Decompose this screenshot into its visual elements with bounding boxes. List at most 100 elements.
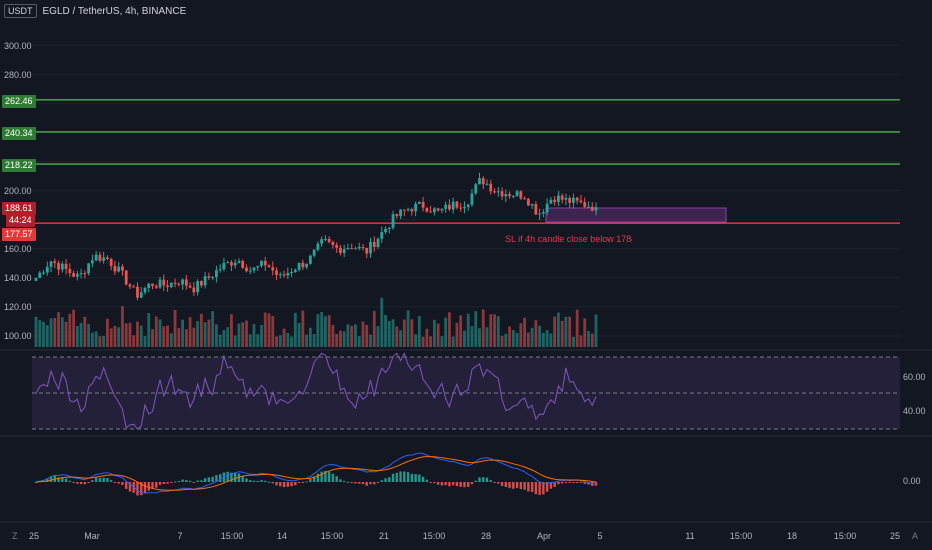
candle-body [151,283,154,287]
currency-badge[interactable]: USDT [4,4,37,18]
candle-body [372,241,376,247]
stop-loss-tag: 177.57 [2,228,36,241]
volume-bar [49,318,53,347]
candle-body [545,203,549,212]
macd-histogram-bar [249,480,252,482]
candle-body [301,262,305,268]
candle-body [357,246,361,249]
time-tick-label: 21 [378,531,390,541]
volume-bar [444,317,448,347]
volume-bar [372,310,376,347]
macd-histogram-bar [508,482,511,489]
candle-body [124,270,128,285]
candle-body [256,265,260,268]
macd-histogram-bar [482,477,485,482]
macd-histogram-bar [376,482,380,483]
volume-bar [534,320,538,347]
volume-bar [117,327,121,347]
candle-body [414,203,417,212]
volume-bar [474,311,478,347]
candle-body [121,266,124,271]
time-tick-label: 25 [889,531,901,541]
volume-bar [553,316,557,347]
macd-histogram-bar [57,477,60,482]
volume-bar [143,336,147,347]
candle-body [139,292,143,298]
candle-body [417,201,421,204]
volume-bar [590,333,594,347]
candle-body [508,194,511,197]
macd-histogram-bar [162,482,165,484]
macd-histogram-bar [147,482,150,491]
volume-bar [177,328,181,347]
candle-body [410,209,414,212]
candle-body [463,206,466,209]
macd-histogram-bar [271,482,274,484]
volume-bar [354,324,357,347]
macd-histogram-bar [34,482,38,483]
candle-body [448,204,451,210]
macd-histogram-bar [369,482,372,485]
volume-bar [248,334,252,347]
macd-histogram-bar [410,473,414,482]
candle-body [440,208,444,211]
volume-bar [237,323,241,347]
macd-histogram-bar [527,482,530,492]
candle-body [297,262,301,270]
rsi-tick-label: 60.00 [903,372,926,382]
macd-histogram-bar [361,482,365,485]
candle-body [541,211,545,214]
volume-bar [500,335,504,347]
macd-histogram-bar [290,482,293,487]
volume-bar [211,311,215,347]
macd-histogram-bar [252,480,256,482]
candle-body [68,269,72,274]
macd-histogram-bar [106,478,109,482]
macd-histogram-bar [177,481,181,483]
volume-bar [230,314,233,347]
candle-body [181,279,184,285]
volume-bar [432,319,436,347]
volume-bar [158,319,162,347]
candle-body [335,244,339,248]
candle-body [572,197,575,203]
candle-body [282,274,286,276]
macd-histogram-bar [421,476,425,482]
volume-bar [79,322,83,347]
candle-body [504,194,508,197]
candle-body [331,241,335,245]
candle-body [534,204,538,215]
candle-body [530,204,534,206]
candle-body [350,248,354,250]
volume-bar [90,332,94,347]
macd-histogram-bar [358,482,361,484]
candle-body [402,209,406,211]
candle-body [590,206,594,211]
volume-bar [290,336,293,347]
volume-bar [504,333,508,347]
candle-body [98,254,102,261]
volume-bar [173,309,177,347]
candle-body [203,276,207,286]
log-toggle[interactable]: Z [12,531,18,541]
macd-histogram-bar [226,471,229,482]
volume-bar [57,312,60,347]
volume-bar [365,324,369,347]
candle-body [196,281,200,293]
macd-histogram-bar [64,478,68,482]
candle-body [79,273,83,275]
macd-histogram-bar [504,482,507,487]
candle-body [320,239,324,244]
volume-bar [132,335,136,347]
volume-bar [98,336,102,347]
volume-bar [297,323,301,347]
macd-histogram-bar [275,482,278,486]
macd-histogram-bar [523,482,526,490]
volume-bar [203,322,207,347]
macd-histogram-bar [185,480,188,482]
candle-body [560,195,564,200]
time-tick-label: Mar [84,531,100,541]
macd-histogram-bar [373,482,376,485]
auto-scale-toggle[interactable]: A [912,531,919,541]
